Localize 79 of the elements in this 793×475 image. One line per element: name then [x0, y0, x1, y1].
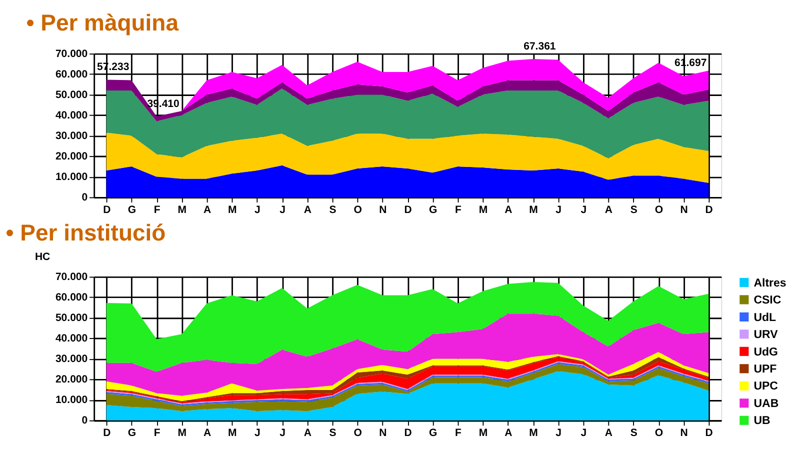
legend-label: UB: [754, 415, 770, 428]
x-tick-label: O: [354, 204, 362, 216]
x-tick-label: S: [329, 204, 336, 216]
x-tick-label: O: [654, 204, 664, 216]
x-tick-label: J: [254, 204, 261, 216]
y-tick-label: 10.000: [55, 171, 88, 184]
x-tick-label: M: [529, 204, 538, 216]
x-tick-label: S: [630, 204, 638, 216]
y-tick-label: 20.000: [55, 150, 88, 163]
x-tick-label: J: [280, 427, 286, 440]
x-tick-label: G: [428, 204, 438, 216]
x-tick-label: M: [529, 427, 538, 440]
x-tick-label: S: [329, 427, 336, 440]
x-tick-label: D: [103, 204, 112, 216]
x-tick-label: M: [228, 427, 237, 440]
y-tick-label: 10.000: [55, 394, 88, 406]
x-tick-label: M: [478, 427, 488, 440]
legend-label: UAB: [754, 398, 779, 410]
x-tick-label: A: [604, 204, 613, 216]
y-axis-title: HC: [34, 250, 51, 263]
x-tick-label: N: [680, 427, 688, 440]
y-tick-label: 30.000: [55, 353, 88, 366]
x-tick-label: J: [580, 204, 587, 216]
y-tick-label: 0: [82, 414, 88, 427]
x-tick-label: O: [354, 427, 362, 440]
x-tick-label: F: [454, 427, 462, 440]
x-tick-label: A: [504, 204, 513, 216]
x-tick-label: D: [705, 204, 714, 216]
y-tick-label: 0: [82, 192, 88, 204]
x-tick-label: A: [304, 204, 312, 216]
x-tick-label: D: [705, 427, 714, 440]
legend-label: URV: [754, 329, 778, 342]
x-tick-label: J: [580, 427, 587, 440]
x-tick-label: M: [178, 427, 187, 440]
y-tick-label: 70.000: [55, 271, 88, 284]
y-tick-label: 20.000: [55, 374, 88, 386]
x-tick-label: D: [103, 427, 112, 440]
y-tick-label: 50.000: [55, 88, 88, 101]
chart-title: • Per màquina: [26, 9, 179, 36]
x-tick-label: N: [680, 204, 688, 216]
x-tick-label: D: [404, 427, 412, 440]
x-tick-label: M: [478, 204, 488, 216]
total-label: 67.361: [524, 40, 556, 52]
x-tick-label: N: [379, 427, 387, 440]
y-tick-label: 50.000: [55, 312, 88, 324]
x-tick-label: F: [154, 427, 161, 440]
y-tick-label: 60.000: [55, 292, 88, 304]
legend-label: UPC: [754, 380, 778, 393]
x-tick-label: G: [428, 427, 438, 440]
y-tick-label: 60.000: [55, 68, 88, 80]
y-tick-label: 70.000: [55, 48, 88, 60]
x-tick-label: G: [128, 204, 136, 216]
x-tick-label: G: [128, 427, 136, 440]
x-tick-label: A: [304, 427, 312, 440]
x-tick-label: O: [654, 427, 664, 440]
x-tick-label: F: [454, 204, 462, 216]
legend-label: CSIC: [754, 294, 782, 307]
y-tick-label: 40.000: [55, 332, 88, 345]
x-tick-label: J: [280, 204, 286, 216]
x-tick-label: J: [556, 427, 562, 440]
x-tick-label: A: [504, 427, 513, 440]
x-tick-label: M: [228, 204, 237, 216]
x-tick-label: A: [203, 427, 212, 440]
chart-title: • Per institució: [6, 219, 166, 246]
legend-label: UPF: [754, 363, 777, 376]
x-tick-label: F: [154, 204, 161, 216]
x-tick-label: M: [178, 204, 187, 216]
x-tick-label: D: [404, 204, 412, 216]
x-tick-label: N: [379, 204, 387, 216]
legend-label: UdG: [754, 346, 778, 358]
x-tick-label: J: [254, 427, 261, 440]
x-tick-label: J: [556, 204, 562, 216]
x-tick-label: A: [604, 427, 613, 440]
x-tick-label: S: [630, 427, 638, 440]
legend-label: UdL: [754, 312, 776, 324]
x-tick-label: A: [203, 204, 212, 216]
legend-label: Altres: [754, 277, 786, 290]
y-tick-label: 30.000: [55, 130, 88, 142]
y-tick-label: 40.000: [55, 109, 88, 122]
